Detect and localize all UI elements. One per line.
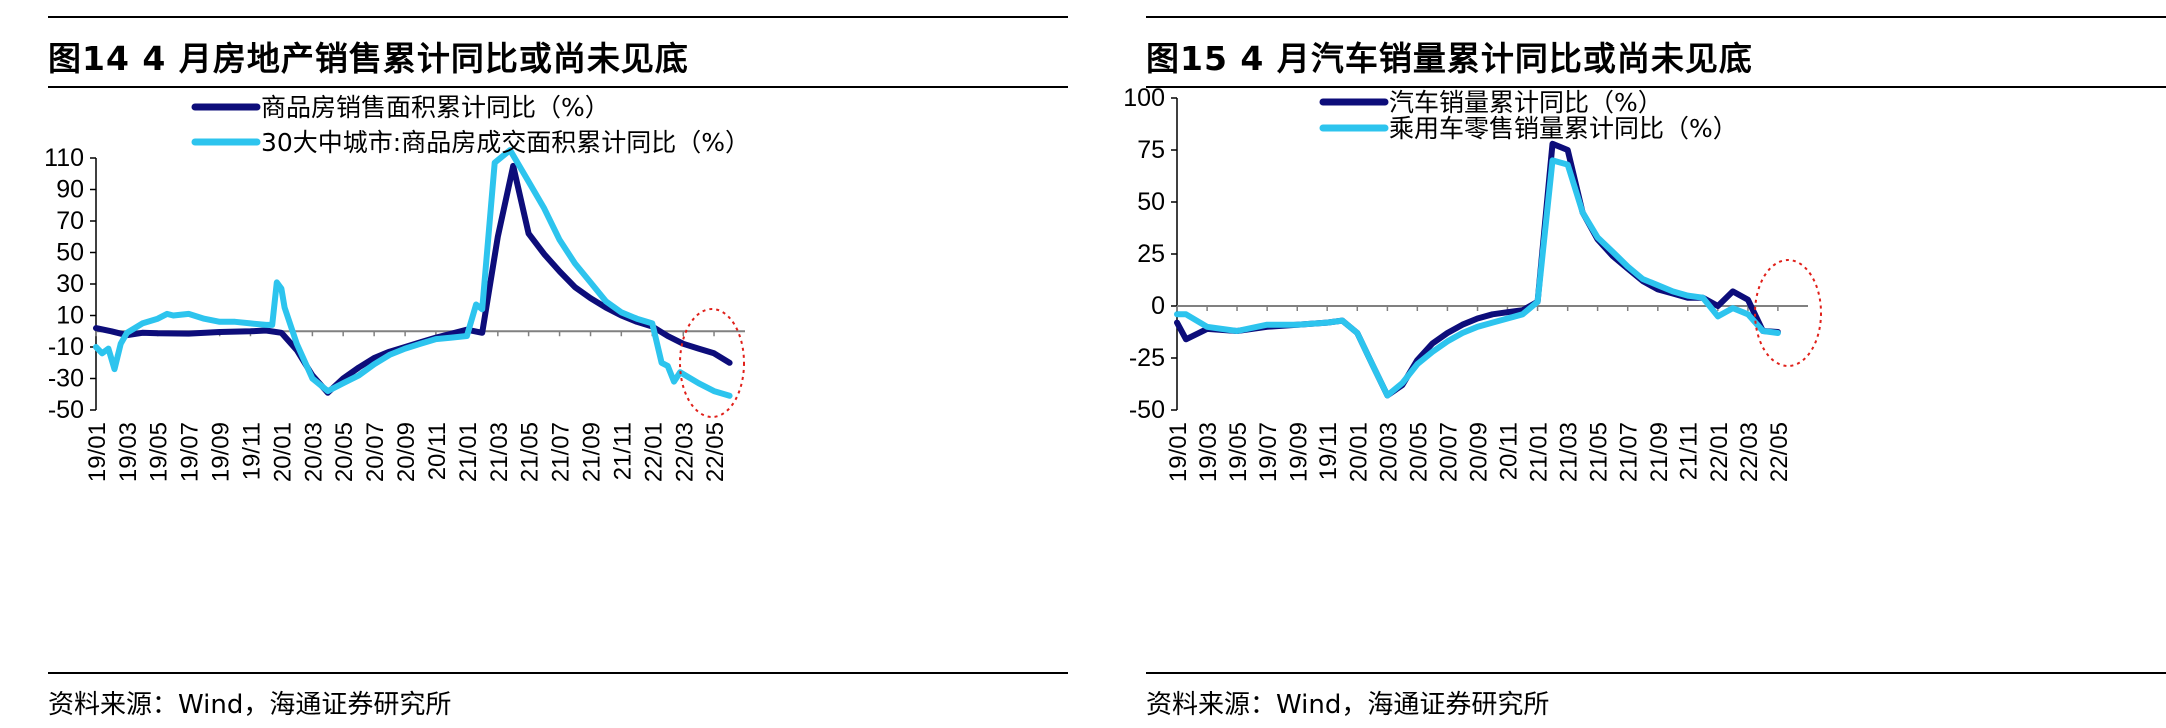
- x-tick-label: 22/03: [671, 422, 698, 482]
- y-tick-label: -10: [48, 333, 84, 361]
- figure-title: 图14 4 月房地产销售累计同比或尚未见底: [48, 39, 689, 78]
- y-tick-label: -50: [48, 396, 84, 424]
- chart-panel-housing: 图14 4 月房地产销售累计同比或尚未见底 -50 -30 -10 10 30 50 70 9…: [0, 0, 1068, 726]
- y-tick-label: 10: [56, 302, 84, 330]
- y-tick-label: 50: [56, 239, 84, 267]
- x-tick-label: 20/05: [331, 422, 358, 482]
- x-tick-label: 21/11: [609, 422, 636, 480]
- x-tick-label: 21/01: [1526, 422, 1553, 482]
- x-tick-label: 22/03: [1736, 422, 1763, 482]
- x-tick-label: 21/01: [455, 422, 482, 482]
- x-tick-label: 19/09: [208, 422, 235, 482]
- x-tick-label: 22/05: [702, 422, 729, 482]
- series-line-2: [1174, 157, 1781, 399]
- legend-label-1: 商品房销售面积累计同比（%）: [261, 93, 610, 122]
- y-tick-label: -25: [1129, 344, 1165, 372]
- x-tick-label: 20/01: [1345, 422, 1372, 482]
- x-tick-label: 20/05: [1405, 422, 1432, 482]
- x-tick-label: 20/11: [1495, 422, 1522, 480]
- y-tick-label: 0: [1151, 292, 1165, 320]
- highlight-ellipse: [1754, 259, 1822, 367]
- x-tick-label: 20/03: [300, 422, 327, 482]
- x-tick-label: 22/01: [1706, 422, 1733, 482]
- figure-title: 图15 4 月汽车销量累计同比或尚未见底: [1146, 39, 1753, 78]
- y-tick-label: -30: [48, 365, 84, 393]
- x-tick-label: 19/11: [1315, 422, 1342, 480]
- x-tick-label: 19/05: [1225, 422, 1252, 482]
- x-tick-label: 21/05: [517, 422, 544, 482]
- chart-panel-auto: 图15 4 月汽车销量累计同比或尚未见底 -50 -25 0 25 50 75 100 19/…: [1098, 0, 2166, 726]
- x-tick-label: 20/09: [1466, 422, 1493, 482]
- line-chart-auto: -50 -25 0 25 50 75 100 19/01 19/03 19/05 19/07 19/0…: [1123, 84, 1822, 482]
- y-tick-label: 70: [56, 207, 84, 235]
- y-tick-label: -50: [1129, 396, 1165, 424]
- x-tick-label: 19/07: [1255, 422, 1282, 482]
- legend-label-2: 30大中城市:商品房成交面积累计同比（%）: [261, 128, 750, 157]
- highlight-ellipse: [679, 308, 745, 418]
- series-line-1: [93, 162, 733, 396]
- x-tick-label: 21/09: [1646, 422, 1673, 482]
- x-tick-label: 19/03: [1195, 422, 1222, 482]
- source-note: 资料来源：Wind，海通证券研究所: [1146, 690, 1550, 720]
- y-tick-label: 100: [1123, 84, 1165, 112]
- x-tick-label: 19/05: [146, 422, 173, 482]
- x-tick-label: 21/09: [579, 422, 606, 482]
- y-tick-label: 110: [44, 144, 84, 172]
- legend-label-1: 汽车销量累计同比（%）: [1389, 88, 1663, 117]
- series-line-2: [93, 147, 733, 399]
- x-tick-label: 20/07: [362, 422, 389, 482]
- x-tick-label: 21/11: [1676, 422, 1703, 480]
- x-tick-label: 19/03: [115, 422, 142, 482]
- x-tick-label: 19/01: [84, 422, 111, 482]
- x-tick-label: 20/07: [1435, 422, 1462, 482]
- y-tick-label: 25: [1137, 240, 1165, 268]
- x-tick-label: 22/01: [640, 422, 667, 482]
- x-tick-label: 21/05: [1586, 422, 1613, 482]
- y-tick-label: 30: [56, 270, 84, 298]
- source-bar: 资料来源：Wind，海通证券研究所: [48, 672, 1068, 728]
- x-tick-label: 19/07: [177, 422, 204, 482]
- x-tick-label: 19/09: [1285, 422, 1312, 482]
- x-tick-label: 20/01: [269, 422, 296, 482]
- x-tick-label: 19/11: [238, 422, 265, 480]
- figure-title-bar: 图14 4 月房地产销售累计同比或尚未见底: [48, 16, 1068, 88]
- x-tick-label: 20/09: [393, 422, 420, 482]
- y-tick-label: 50: [1137, 188, 1165, 216]
- y-tick-label: 90: [56, 176, 84, 204]
- x-tick-label: 21/03: [486, 422, 513, 482]
- source-note: 资料来源：Wind，海通证券研究所: [48, 690, 452, 720]
- series-line-1: [1174, 140, 1781, 399]
- x-tick-label: 21/03: [1556, 422, 1583, 482]
- y-tick-label: 75: [1137, 136, 1165, 164]
- x-tick-label: 22/05: [1766, 422, 1793, 482]
- x-tick-label: 19/01: [1165, 422, 1192, 482]
- x-tick-label: 20/03: [1375, 422, 1402, 482]
- legend-label-2: 乘用车零售销量累计同比（%）: [1389, 114, 1738, 143]
- figure-title-bar: 图15 4 月汽车销量累计同比或尚未见底: [1146, 16, 2166, 88]
- source-bar: 资料来源：Wind，海通证券研究所: [1146, 672, 2166, 728]
- x-tick-label: 21/07: [1616, 422, 1643, 482]
- x-tick-label: 21/07: [548, 422, 575, 482]
- x-tick-label: 20/11: [424, 422, 451, 480]
